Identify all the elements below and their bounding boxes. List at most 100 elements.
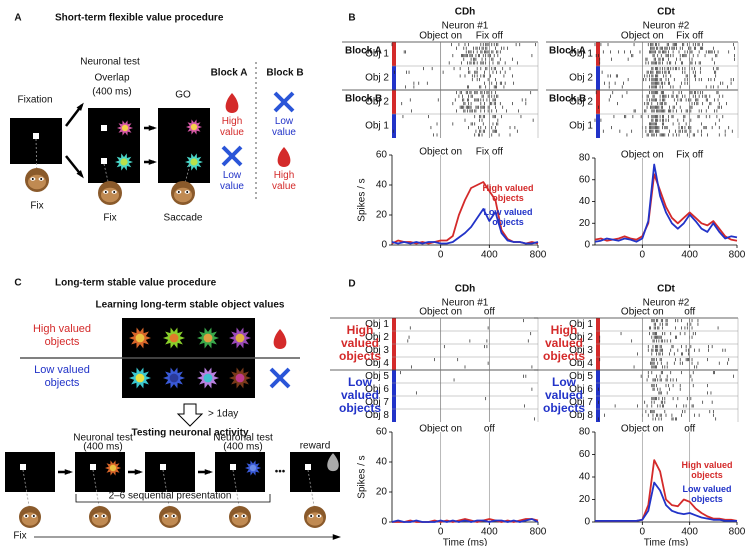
gaze-line (307, 469, 316, 513)
monkey-pupil (235, 515, 238, 517)
monkey-face (91, 512, 109, 526)
row-color-bar (596, 396, 600, 409)
row-color-bar (596, 318, 600, 331)
monkey-face (101, 187, 119, 203)
row-color-bar (392, 90, 396, 114)
arrow-head (64, 469, 73, 475)
fractal-center (235, 333, 245, 343)
monkey-pupil (186, 191, 189, 193)
monkey-face (231, 512, 249, 526)
drop (277, 147, 291, 167)
group-label: Block A (549, 46, 586, 57)
row-label: Obj 7 (569, 397, 593, 408)
arrow-head (148, 125, 157, 131)
row-color-bar (392, 42, 396, 66)
group-label: Block B (549, 94, 586, 105)
label: Neuronal test (73, 433, 133, 444)
monkey-face (21, 512, 39, 526)
drop (273, 329, 287, 349)
arrow-head (134, 469, 143, 475)
y-axis-label: Spikes / s (357, 178, 368, 221)
monkey-pupil (31, 178, 34, 180)
cross (273, 91, 295, 113)
y-tick-label: 40 (579, 472, 591, 483)
monkey-pupil (165, 515, 168, 517)
fractal-center (169, 373, 179, 383)
y-tick-label: 0 (381, 517, 387, 528)
monkey-pupil (172, 515, 175, 517)
series-line (594, 163, 738, 243)
legend-entry: High valued objects (482, 183, 534, 203)
chart-subtitle: Neuron #2 (643, 298, 690, 309)
row-color-bar (596, 383, 600, 396)
x-tick-label: 400 (681, 250, 698, 261)
row-label: Obj 5 (365, 371, 389, 382)
cross (269, 367, 291, 389)
row-color-bar (392, 331, 396, 344)
arrow-head (76, 170, 84, 179)
label: Block A (211, 68, 248, 79)
x-tick-label: 800 (729, 527, 746, 538)
label: Low value (272, 116, 296, 138)
row-color-bar (392, 383, 396, 396)
fixation-point (20, 464, 26, 470)
y-tick-label: 60 (579, 174, 591, 185)
fixation-point (305, 464, 311, 470)
row-label: Obj 1 (365, 121, 389, 132)
series-line (594, 173, 738, 242)
label: High valued objects (32, 323, 92, 348)
row-label: Obj 5 (569, 371, 593, 382)
row-color-bar (596, 114, 600, 138)
label: Saccade (164, 213, 203, 224)
fractal-center (120, 158, 128, 166)
chart-title: CDh (455, 7, 476, 18)
panel-title: Short-term flexible value procedure (55, 13, 224, 24)
x-tick-label: 0 (640, 527, 646, 538)
label: Testing neuronal activity (131, 428, 248, 439)
monkey-pupil (317, 515, 320, 517)
label: > 1day (208, 409, 238, 420)
row-color-bar (596, 331, 600, 344)
monkey-pupil (242, 515, 245, 517)
monkey-pupil (40, 178, 43, 180)
arrow-head (204, 469, 213, 475)
y-tick-label: 20 (376, 210, 388, 221)
event-label: Object on (621, 150, 664, 161)
row-color-bar (596, 370, 600, 383)
cross (221, 145, 243, 167)
label: Fix (103, 213, 116, 224)
x-tick-label: 400 (481, 250, 498, 261)
chart-title: CDt (657, 284, 675, 295)
event-label: Object on (419, 147, 462, 158)
fractal-center (135, 333, 145, 343)
chart-subtitle: Neuron #1 (442, 21, 489, 32)
y-tick-label: 40 (579, 196, 591, 207)
event-label: off (484, 307, 495, 318)
monkey-pupil (95, 515, 98, 517)
y-tick-label: 40 (376, 457, 388, 468)
label: GO (175, 90, 191, 101)
row-color-bar (596, 66, 600, 90)
label: Fixation (17, 95, 52, 106)
row-label: Obj 1 (365, 319, 389, 330)
legend-entry: High valued objects (681, 460, 733, 480)
y-tick-label: 40 (376, 180, 388, 191)
row-label: Obj 6 (569, 384, 593, 395)
row-label: Obj 2 (569, 73, 593, 84)
monkey-pupil (102, 515, 105, 517)
arrow-head (332, 534, 341, 540)
monkey-face (174, 187, 192, 203)
event-label: Object on (419, 307, 462, 318)
event-label: Fix off (476, 147, 503, 158)
row-color-bar (392, 344, 396, 357)
y-tick-label: 0 (381, 240, 387, 251)
gaze-line (232, 469, 241, 513)
bracket (75, 494, 271, 503)
label: reward (300, 441, 331, 452)
label: Overlap (94, 73, 129, 84)
fixation-point (101, 158, 107, 164)
monkey-pupil (32, 515, 35, 517)
label: Low value (220, 170, 244, 192)
